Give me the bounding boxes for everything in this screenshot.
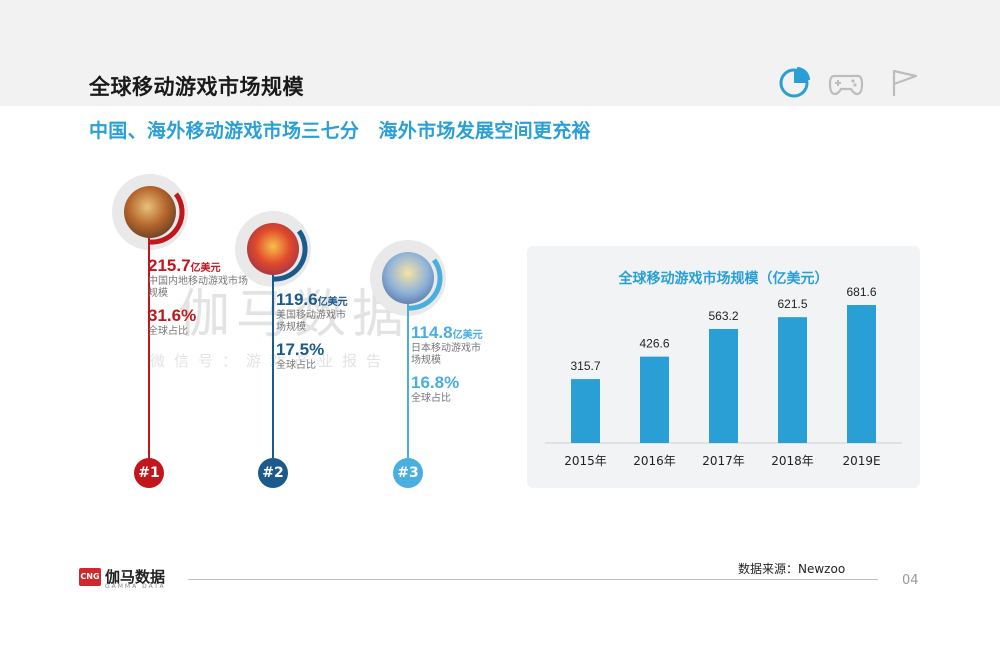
flag-icon[interactable] — [886, 64, 926, 100]
stat-desc-2: 美国移动游戏市场规模 — [276, 310, 346, 333]
stat-share-label-1: 全球占比 — [148, 326, 188, 337]
stat-share-label-2: 全球占比 — [276, 360, 316, 371]
bar-3 — [778, 317, 807, 443]
rank-line-3 — [407, 304, 409, 460]
stat-value-3: 114.8 — [411, 323, 453, 342]
stat-share-3: 16.8% — [411, 373, 460, 392]
avatar-arc-1 — [149, 192, 185, 245]
rank-line-2 — [272, 275, 274, 461]
logo-subtext: GAMMA DATA — [105, 583, 166, 590]
page-number: 04 — [902, 573, 919, 588]
bar-value-label-4: 681.6 — [846, 285, 876, 299]
bar-value-label-0: 315.7 — [570, 359, 600, 373]
bar-value-label-2: 563.2 — [708, 309, 738, 323]
stat-unit-1: 亿美元 — [190, 263, 221, 274]
subtitle: 中国、海外移动游戏市场三七分 海外市场发展空间更充裕 — [89, 120, 591, 142]
rank-badge-2: #2 — [258, 458, 288, 488]
stat-desc-3: 日本移动游戏市场规模 — [411, 343, 481, 366]
stat-value-2: 119.6 — [276, 290, 318, 309]
rank-badge-1: #1 — [134, 458, 164, 488]
bar-4 — [847, 305, 876, 443]
bar-2 — [709, 328, 738, 443]
chart-title: 全球移动游戏市场规模（亿美元） — [618, 271, 829, 287]
bar-0 — [571, 379, 600, 443]
stat-share-2: 17.5% — [276, 340, 325, 359]
stat-desc-1: 中国内地移动游戏市场规模 — [148, 276, 248, 299]
game-icon-1 — [124, 186, 176, 238]
pie-chart-icon[interactable] — [775, 64, 815, 100]
bar-value-label-3: 621.5 — [777, 297, 807, 311]
data-source: 数据来源：Newzoo — [738, 562, 846, 576]
gamepad-icon[interactable] — [826, 64, 866, 100]
stat-unit-2: 亿美元 — [317, 297, 348, 308]
stat-unit-3: 亿美元 — [452, 330, 483, 341]
stat-value-1: 215.7 — [148, 256, 191, 275]
category-label-1: 2016年 — [633, 454, 676, 468]
bar-value-label-1: 426.6 — [639, 337, 669, 351]
stat-block-2: 119.6亿美元 美国移动游戏市场规模 17.5% 全球占比 — [276, 290, 386, 372]
category-label-3: 2018年 — [771, 454, 814, 468]
logo-mark: CNG — [79, 568, 101, 586]
stat-share-label-3: 全球占比 — [411, 393, 451, 404]
rank-line-1 — [148, 238, 150, 460]
stat-share-1: 31.6% — [148, 306, 197, 325]
avatar-arc-2 — [272, 229, 308, 282]
stat-block-3: 114.8亿美元 日本移动游戏市场规模 16.8% 全球占比 — [411, 323, 521, 405]
category-label-4: 2019E — [842, 454, 880, 468]
category-label-2: 2017年 — [702, 454, 745, 468]
page-title: 全球移动游戏市场规模 — [89, 75, 304, 99]
avatar-arc-3 — [407, 258, 443, 311]
header-band — [0, 0, 1000, 106]
footer-divider — [188, 579, 878, 580]
bar-chart: 315.7 2015年 426.6 2016年 563.2 2017年 621.5 2018年… — [545, 285, 902, 468]
bar-1 — [640, 356, 669, 443]
game-icon-3 — [382, 252, 434, 304]
game-icon-2 — [247, 223, 299, 275]
category-label-0: 2015年 — [564, 454, 607, 468]
logo-text: 伽马数据 — [105, 568, 166, 586]
stat-block-1: 215.7亿美元 中国内地移动游戏市场规模 31.6% 全球占比 — [148, 256, 258, 338]
rank-badge-3: #3 — [393, 458, 423, 488]
